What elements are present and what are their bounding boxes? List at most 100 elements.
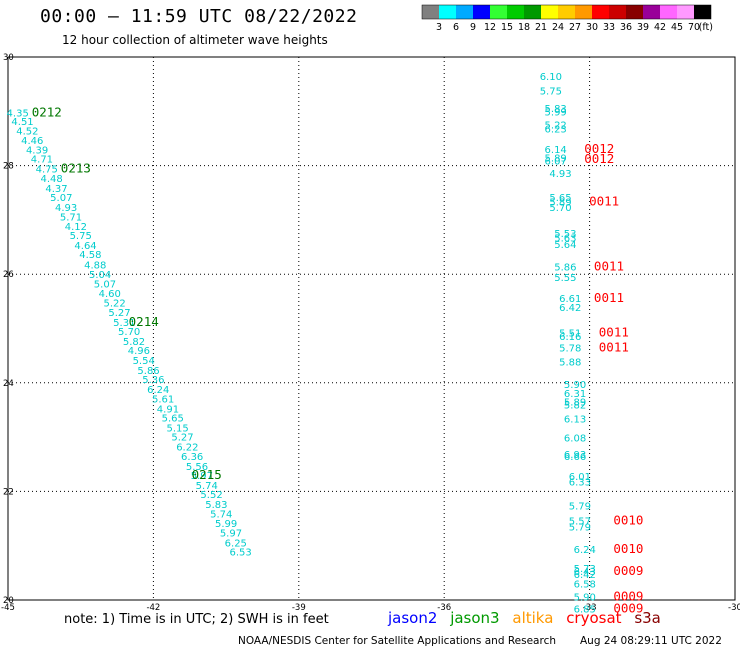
wave-height-label: 5.61 <box>152 395 174 406</box>
pass-id-label: 0215 <box>192 467 222 482</box>
y-tick-label: 28 <box>3 162 14 172</box>
wave-height-label: 5.89 <box>549 197 571 208</box>
wave-height-label: 5.63 <box>554 233 576 244</box>
colorbar-tick-label: 12 <box>484 22 496 33</box>
wave-height-label: 5.52 <box>200 490 222 501</box>
x-tick-label: -33 <box>583 603 597 613</box>
wave-height-label: 5.86 <box>137 366 159 377</box>
wave-height-label: 5.74 <box>210 510 232 521</box>
wave-height-label: 6.42 <box>559 303 581 314</box>
pass-id-label: 0213 <box>61 160 91 175</box>
chart-subtitle: 12 hour collection of altimeter wave hei… <box>62 33 328 47</box>
wave-height-label: 6.10 <box>540 72 562 83</box>
legend-cryosat: cryosat <box>566 609 622 627</box>
wave-height-label: 5.31 <box>113 318 135 329</box>
colorbar-outline <box>421 4 712 20</box>
colorbar-swatch <box>694 5 711 19</box>
colorbar-tick-label: 3 <box>436 22 442 33</box>
wave-height-label: 5.36 <box>142 375 164 386</box>
colorbar-swatch <box>490 5 507 19</box>
wave-height-label: 5.57 <box>569 517 591 528</box>
pass-id-label: 0010 <box>613 541 643 556</box>
y-tick-label: 24 <box>3 379 14 389</box>
colorbar-unit: (ft) <box>699 22 713 33</box>
wave-height-label: 4.37 <box>45 184 67 195</box>
wave-height-label: 6.22 <box>176 442 198 453</box>
colorbar-swatch <box>609 5 626 19</box>
colorbar-swatch <box>643 5 660 19</box>
colorbar-swatch <box>575 5 592 19</box>
pass-id-label: 0010 <box>613 513 643 528</box>
wave-height-label: 5.70 <box>118 327 140 338</box>
wave-height-label: 5.79 <box>569 523 591 534</box>
pass-id-label: 0009 <box>613 589 643 604</box>
colorbar-tick-label: 18 <box>518 22 530 33</box>
wave-height-label: 5.54 <box>133 356 155 367</box>
wave-height-label: 5.97 <box>220 529 242 540</box>
colorbar-tick-label: 21 <box>535 22 547 33</box>
wave-height-label: 6.66 <box>564 452 586 463</box>
wave-height-label: 5.65 <box>162 414 184 425</box>
wave-height-label: 5.97 <box>191 471 213 482</box>
y-tick-label: 30 <box>3 53 14 63</box>
colorbar-swatch <box>677 5 694 19</box>
legend-altika: altika <box>512 609 554 627</box>
colorbar-tick-label: 6 <box>453 22 459 33</box>
wave-height-label: 6.24 <box>147 385 169 396</box>
colorbar-swatch <box>422 5 439 19</box>
wave-height-label: 5.15 <box>167 423 189 434</box>
colorbar-swatch <box>456 5 473 19</box>
wave-height-label: 5.90 <box>564 380 586 391</box>
wave-height-label: 4.88 <box>84 260 106 271</box>
wave-height-label: 6.33 <box>569 478 591 489</box>
colorbar-swatch <box>626 5 643 19</box>
wave-height-label: 6.36 <box>181 452 203 463</box>
colorbar-swatch <box>524 5 541 19</box>
wave-height-label: 5.07 <box>50 193 72 204</box>
pass-id-label: 0012 <box>584 151 614 166</box>
pass-id-label: 0009 <box>613 563 643 578</box>
wave-height-label: 4.93 <box>549 169 571 180</box>
wave-height-label: 4.60 <box>99 289 121 300</box>
pass-id-label: 0011 <box>599 324 629 339</box>
x-tick-label: -39 <box>292 603 306 613</box>
wave-height-label: 5.82 <box>123 337 145 348</box>
wave-height-label: 6.01 <box>569 472 591 483</box>
wave-height-label: 4.48 <box>40 174 62 185</box>
wave-height-label: 5.56 <box>186 462 208 473</box>
colorbar-tick-label: 30 <box>586 22 598 33</box>
pass-id-label: 0011 <box>599 340 629 355</box>
wave-height-label: 5.86 <box>554 263 576 274</box>
colorbar-tick-label: 39 <box>637 22 649 33</box>
colorbar-tick-label: 15 <box>501 22 513 33</box>
colorbar-tick-label: 9 <box>470 22 476 33</box>
wave-height-label: 5.74 <box>196 481 218 492</box>
wave-height-label: 5.82 <box>564 401 586 412</box>
colorbar-tick-label: 27 <box>569 22 581 33</box>
wave-height-label: 6.23 <box>545 125 567 136</box>
wave-height-label: 5.83 <box>545 104 567 115</box>
wave-height-label: 5.04 <box>89 270 111 281</box>
wave-height-label: 5.88 <box>559 358 581 369</box>
footer-credit: NOAA/NESDIS Center for Satellite Applica… <box>238 635 556 647</box>
colorbar-tick-label: 45 <box>671 22 683 33</box>
wave-height-label: 6.42 <box>574 570 596 581</box>
wave-height-label: 5.22 <box>103 298 125 309</box>
pass-id-label: 0009 <box>613 601 643 616</box>
wave-height-label: 6.31 <box>564 389 586 400</box>
wave-height-label: 5.64 <box>554 240 576 251</box>
wave-height-label: 6.14 <box>545 145 567 156</box>
colorbar-tick-label: 33 <box>603 22 615 33</box>
wave-height-label: 5.90 <box>574 593 596 604</box>
pass-id-label: 0012 <box>584 141 614 156</box>
wave-height-label: 5.22 <box>545 120 567 131</box>
wave-height-label: 4.91 <box>157 404 179 415</box>
colorbar-swatch <box>473 5 490 19</box>
wave-height-label: 4.51 <box>11 117 33 128</box>
wave-height-label: 4.71 <box>31 155 53 166</box>
wave-height-label: 5.99 <box>215 519 237 530</box>
wave-height-label: 5.73 <box>574 564 596 575</box>
wave-height-label: 5.89 <box>564 397 586 408</box>
wave-height-label: 4.46 <box>21 136 43 147</box>
